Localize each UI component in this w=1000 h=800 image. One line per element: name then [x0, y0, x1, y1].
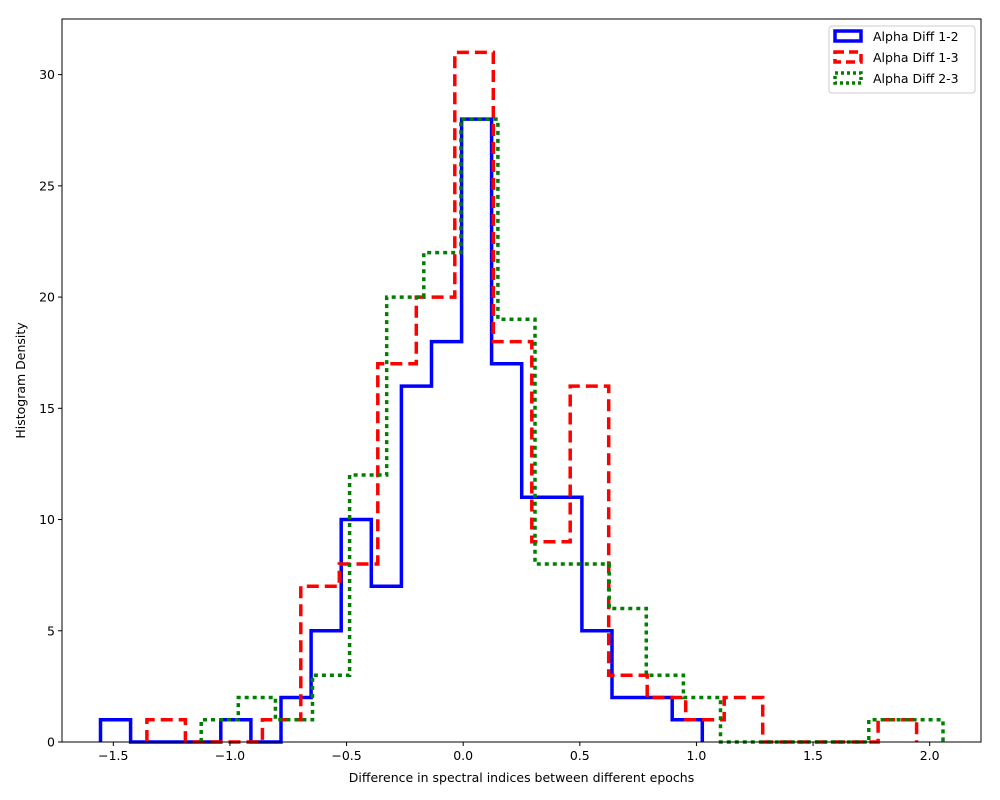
x-tick-label: 1.0	[686, 748, 706, 763]
y-tick-label: 25	[39, 178, 55, 193]
legend-swatch-alpha-diff-2-3	[833, 71, 863, 85]
y-axis-ticks: 0 5 10 15 20 25 30	[39, 67, 62, 750]
x-tick-label: −1.5	[98, 748, 128, 763]
x-tick-label: −1.0	[215, 748, 245, 763]
legend: Alpha Diff 1-2 Alpha Diff 1-3 Alpha Diff…	[828, 25, 976, 94]
legend-label-alpha-diff-2-3: Alpha Diff 2-3	[873, 71, 959, 86]
legend-box	[828, 25, 976, 94]
axes-frame	[61, 18, 982, 743]
y-tick-label: 15	[39, 401, 55, 416]
y-tick-label: 30	[39, 67, 55, 82]
x-axis-ticks: −1.5 −1.0 −0.5 0.0 0.5 1.0 1.5 2.0	[98, 742, 940, 763]
y-tick-label: 5	[47, 623, 55, 638]
x-tick-label: 1.5	[803, 748, 823, 763]
y-tick-label: 20	[39, 290, 55, 305]
y-axis-label: Histogram Density	[13, 322, 28, 439]
y-tick-label: 0	[47, 735, 55, 750]
legend-swatch-alpha-diff-1-3	[833, 50, 863, 64]
x-axis-label: Difference in spectral indices between d…	[349, 770, 694, 785]
x-tick-label: 2.0	[920, 748, 940, 763]
series-line-alpha-diff-1-3	[145, 50, 919, 744]
series-line-alpha-diff-1-2	[98, 117, 705, 744]
legend-label-alpha-diff-1-2: Alpha Diff 1-2	[873, 29, 959, 44]
legend-label-alpha-diff-1-3: Alpha Diff 1-3	[873, 50, 959, 65]
x-tick-label: 0.0	[453, 748, 473, 763]
y-tick-label: 10	[39, 512, 55, 527]
legend-swatch-alpha-diff-1-2	[833, 29, 863, 43]
x-tick-label: −0.5	[331, 748, 361, 763]
x-tick-label: 0.5	[570, 748, 590, 763]
